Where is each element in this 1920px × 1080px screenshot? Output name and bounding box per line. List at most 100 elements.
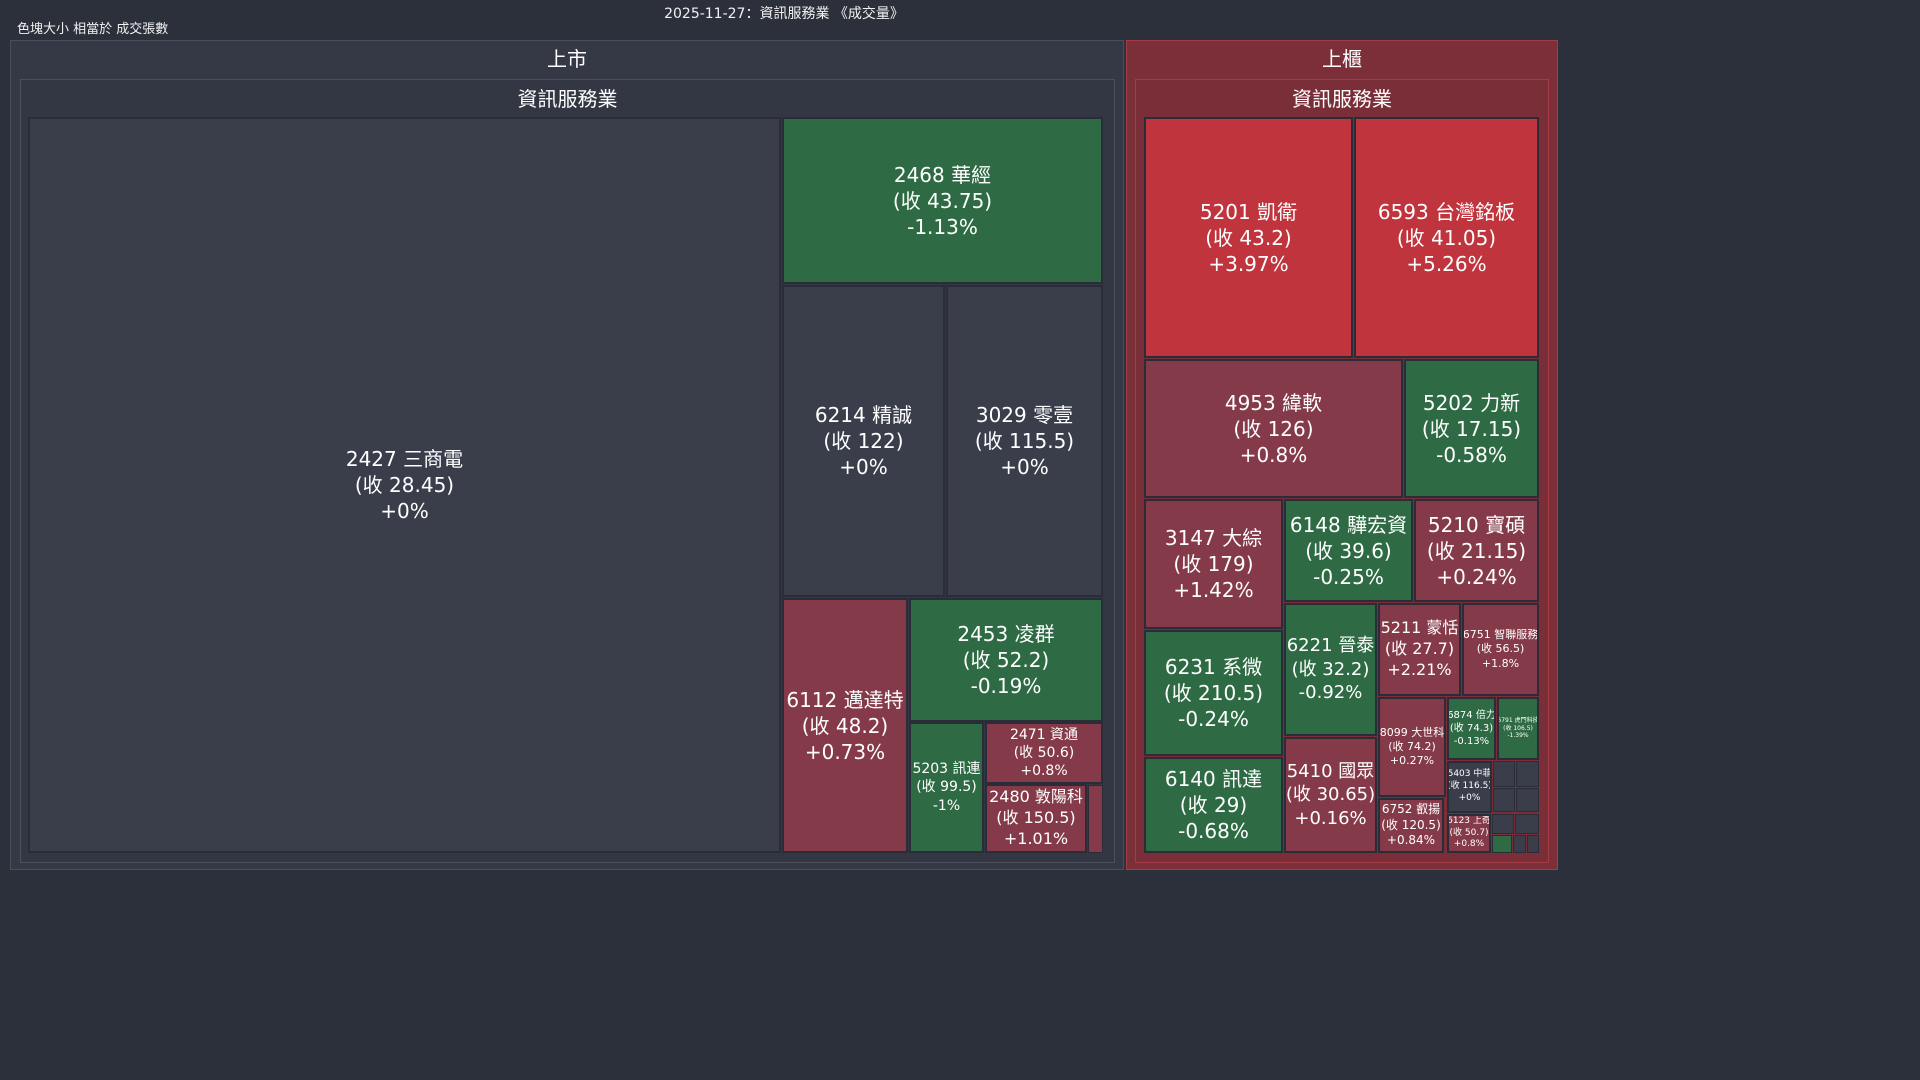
tile-close: (收 179) [1173, 552, 1254, 576]
tile-label: 2468 華經 (收 43.75) -1.13% [893, 162, 992, 240]
market-header-listed: 上市 [547, 47, 587, 71]
tile-change: -1.39% [1507, 732, 1529, 740]
treemap-tile-6593[interactable]: 6593 台灣銘板 (收 41.05) +5.26% [1354, 117, 1539, 358]
tile-label: 3029 零壹 (收 115.5) +0% [975, 402, 1074, 480]
treemap-tile-6791[interactable]: 6791 虎門科技 (收 106.5) -1.39% [1497, 697, 1539, 760]
tile-close: (收 21.15) [1426, 538, 1527, 563]
treemap-tile-5203[interactable]: 5203 訊連 (收 99.5) -1% [909, 722, 984, 853]
tile-change: +0% [1000, 455, 1049, 479]
treemap-tile-6123[interactable]: 6123 上奇 (收 50.7) +0.8% [1447, 814, 1491, 853]
market-header-otc: 上櫃 [1322, 47, 1362, 71]
tile-change: +0.27% [1389, 754, 1435, 768]
tile-close: (收 120.5) [1381, 817, 1441, 832]
tile-change: -0.92% [1298, 682, 1363, 704]
treemap-tile-5410[interactable]: 5410 國眾 (收 30.65) +0.16% [1284, 737, 1377, 853]
tile-change: +1.01% [1003, 828, 1069, 848]
tile-close: (收 99.5) [916, 779, 977, 796]
treemap-tile-6752[interactable]: 6752 叡揚 (收 120.5) +0.84% [1378, 798, 1444, 853]
treemap-tile-4953[interactable]: 4953 緯軟 (收 126) +0.8% [1144, 359, 1403, 498]
treemap-tile-small[interactable] [1493, 788, 1515, 812]
treemap-tile-6221[interactable]: 6221 晉泰 (收 32.2) -0.92% [1284, 603, 1377, 736]
chart-title: 2025-11-27：資訊服務業 《成交量》 [664, 6, 904, 22]
tile-label: 6752 叡揚 (收 120.5) +0.84% [1381, 802, 1441, 849]
tile-change: +0.73% [804, 739, 886, 764]
treemap-tile-5210[interactable]: 5210 寶碩 (收 21.15) +0.24% [1414, 499, 1539, 602]
treemap-tile-6751[interactable]: 6751 智聯服務 (收 56.5) +1.8% [1462, 603, 1539, 696]
tile-code-name: 5202 力新 [1422, 390, 1521, 415]
treemap-tile-5201[interactable]: 5201 凱衛 (收 43.2) +3.97% [1144, 117, 1353, 358]
tile-change: +0% [380, 499, 429, 523]
tile-code-name: 2427 三商電 [345, 447, 464, 471]
tile-code-name: 2468 華經 [893, 162, 992, 187]
treemap-tile-6148[interactable]: 6148 驊宏資 (收 39.6) -0.25% [1284, 499, 1413, 602]
tile-label: 6751 智聯服務 (收 56.5) +1.8% [1462, 628, 1539, 671]
tile-code-name: 5203 訊連 [912, 761, 981, 778]
treemap-tile-6112[interactable]: 6112 邁達特 (收 48.2) +0.73% [782, 598, 908, 853]
tile-code-name: 5410 國眾 [1286, 760, 1375, 782]
tile-code-name: 5201 凱衛 [1199, 199, 1298, 224]
tile-change: +5.26% [1406, 251, 1487, 276]
tile-label: 6791 虎門科技 (收 106.5) -1.39% [1499, 717, 1537, 740]
treemap-tile-small[interactable] [1527, 835, 1539, 853]
tile-label: 5211 蒙恬 (收 27.7) +2.21% [1381, 618, 1459, 680]
treemap-tile-small[interactable] [1492, 814, 1514, 834]
tile-label: 6140 訊達 (收 29) -0.68% [1165, 766, 1262, 844]
tile-label: 5201 凱衛 (收 43.2) +3.97% [1200, 199, 1297, 277]
treemap-tile-8099[interactable]: 8099 大世科 (收 74.2) +0.27% [1378, 697, 1446, 797]
tile-close: (收 30.65) [1285, 784, 1376, 806]
tile-close: (收 28.45) [354, 473, 455, 497]
tile-label: 6148 驊宏資 (收 39.6) -0.25% [1290, 512, 1407, 590]
treemap-tile-5211[interactable]: 5211 蒙恬 (收 27.7) +2.21% [1378, 603, 1461, 696]
tile-code-name: 6751 智聯服務 [1462, 628, 1539, 642]
treemap-tile-6214[interactable]: 6214 精誠 (收 122) +0% [782, 285, 945, 597]
tile-change: -1.13% [907, 214, 978, 239]
tile-code-name: 3029 零壹 [975, 403, 1074, 427]
tile-change: +0.24% [1436, 564, 1517, 589]
tile-change: -0.24% [1178, 707, 1249, 731]
treemap-tile-small[interactable] [1492, 835, 1512, 853]
treemap-tile-2480[interactable]: 2480 敦陽科 (收 150.5) +1.01% [985, 784, 1087, 853]
treemap-tile-small[interactable] [1516, 761, 1539, 787]
tile-close: (收 115.5) [974, 429, 1075, 453]
tile-close: (收 29) [1179, 793, 1248, 817]
treemap-tile-6140[interactable]: 6140 訊達 (收 29) -0.68% [1144, 757, 1283, 853]
treemap-tile-small[interactable] [1493, 761, 1515, 787]
tile-close: (收 74.2) [1388, 739, 1436, 753]
tile-close: (收 43.2) [1205, 225, 1292, 250]
tile-close: (收 50.6) [1013, 744, 1075, 761]
tile-label: 3147 大綜 (收 179) +1.42% [1165, 525, 1262, 603]
tile-code-name: 6214 精誠 [814, 403, 913, 427]
tile-label: 5210 寶碩 (收 21.15) +0.24% [1427, 512, 1526, 590]
tile-change: +0.8% [1239, 442, 1308, 467]
treemap-tile-small[interactable] [1516, 788, 1539, 812]
treemap-tile-small[interactable] [1515, 814, 1539, 834]
tile-close: (收 210.5) [1163, 681, 1264, 705]
treemap-tile-5403[interactable]: 5403 中菲 (收 116.5) +0% [1447, 761, 1492, 813]
treemap-tile-2427[interactable]: 2427 三商電 (收 28.45) +0% [28, 117, 781, 853]
treemap-tile-2453[interactable]: 2453 凌群 (收 52.2) -0.19% [909, 598, 1103, 722]
treemap-tile-small[interactable] [1088, 785, 1103, 853]
treemap-tile-5202[interactable]: 5202 力新 (收 17.15) -0.58% [1404, 359, 1539, 498]
treemap-tile-2468[interactable]: 2468 華經 (收 43.75) -1.13% [782, 117, 1103, 284]
treemap-tile-6874[interactable]: 6874 倍力 (收 74.3) -0.13% [1447, 697, 1496, 760]
chart-subtitle: 色塊大小 相當於 成交張數 [17, 22, 169, 37]
treemap-tile-3147[interactable]: 3147 大綜 (收 179) +1.42% [1144, 499, 1283, 629]
tile-label: 6593 台灣銘板 (收 41.05) +5.26% [1378, 199, 1515, 277]
treemap-tile-2471[interactable]: 2471 資通 (收 50.6) +0.8% [985, 722, 1103, 784]
tile-change: +0.8% [1453, 839, 1485, 850]
tile-close: (收 126) [1233, 416, 1314, 441]
tile-label: 6214 精誠 (收 122) +0% [815, 402, 912, 480]
tile-close: (收 17.15) [1421, 416, 1522, 441]
treemap-tile-3029[interactable]: 3029 零壹 (收 115.5) +0% [946, 285, 1103, 597]
sector-header-otc: 資訊服務業 [1292, 87, 1392, 111]
treemap-tile-6231[interactable]: 6231 系微 (收 210.5) -0.24% [1144, 630, 1283, 756]
tile-close: (收 150.5) [996, 808, 1076, 828]
tile-change: -0.25% [1313, 564, 1384, 589]
tile-change: +1.42% [1173, 578, 1254, 602]
tile-code-name: 6593 台灣銘板 [1377, 199, 1516, 224]
treemap-tile-small[interactable] [1513, 835, 1526, 853]
tile-label: 4953 緯軟 (收 126) +0.8% [1225, 390, 1322, 468]
tile-close: (收 52.2) [962, 648, 1050, 672]
tile-change: +0.16% [1294, 807, 1367, 829]
tile-code-name: 6874 倍力 [1447, 710, 1496, 721]
